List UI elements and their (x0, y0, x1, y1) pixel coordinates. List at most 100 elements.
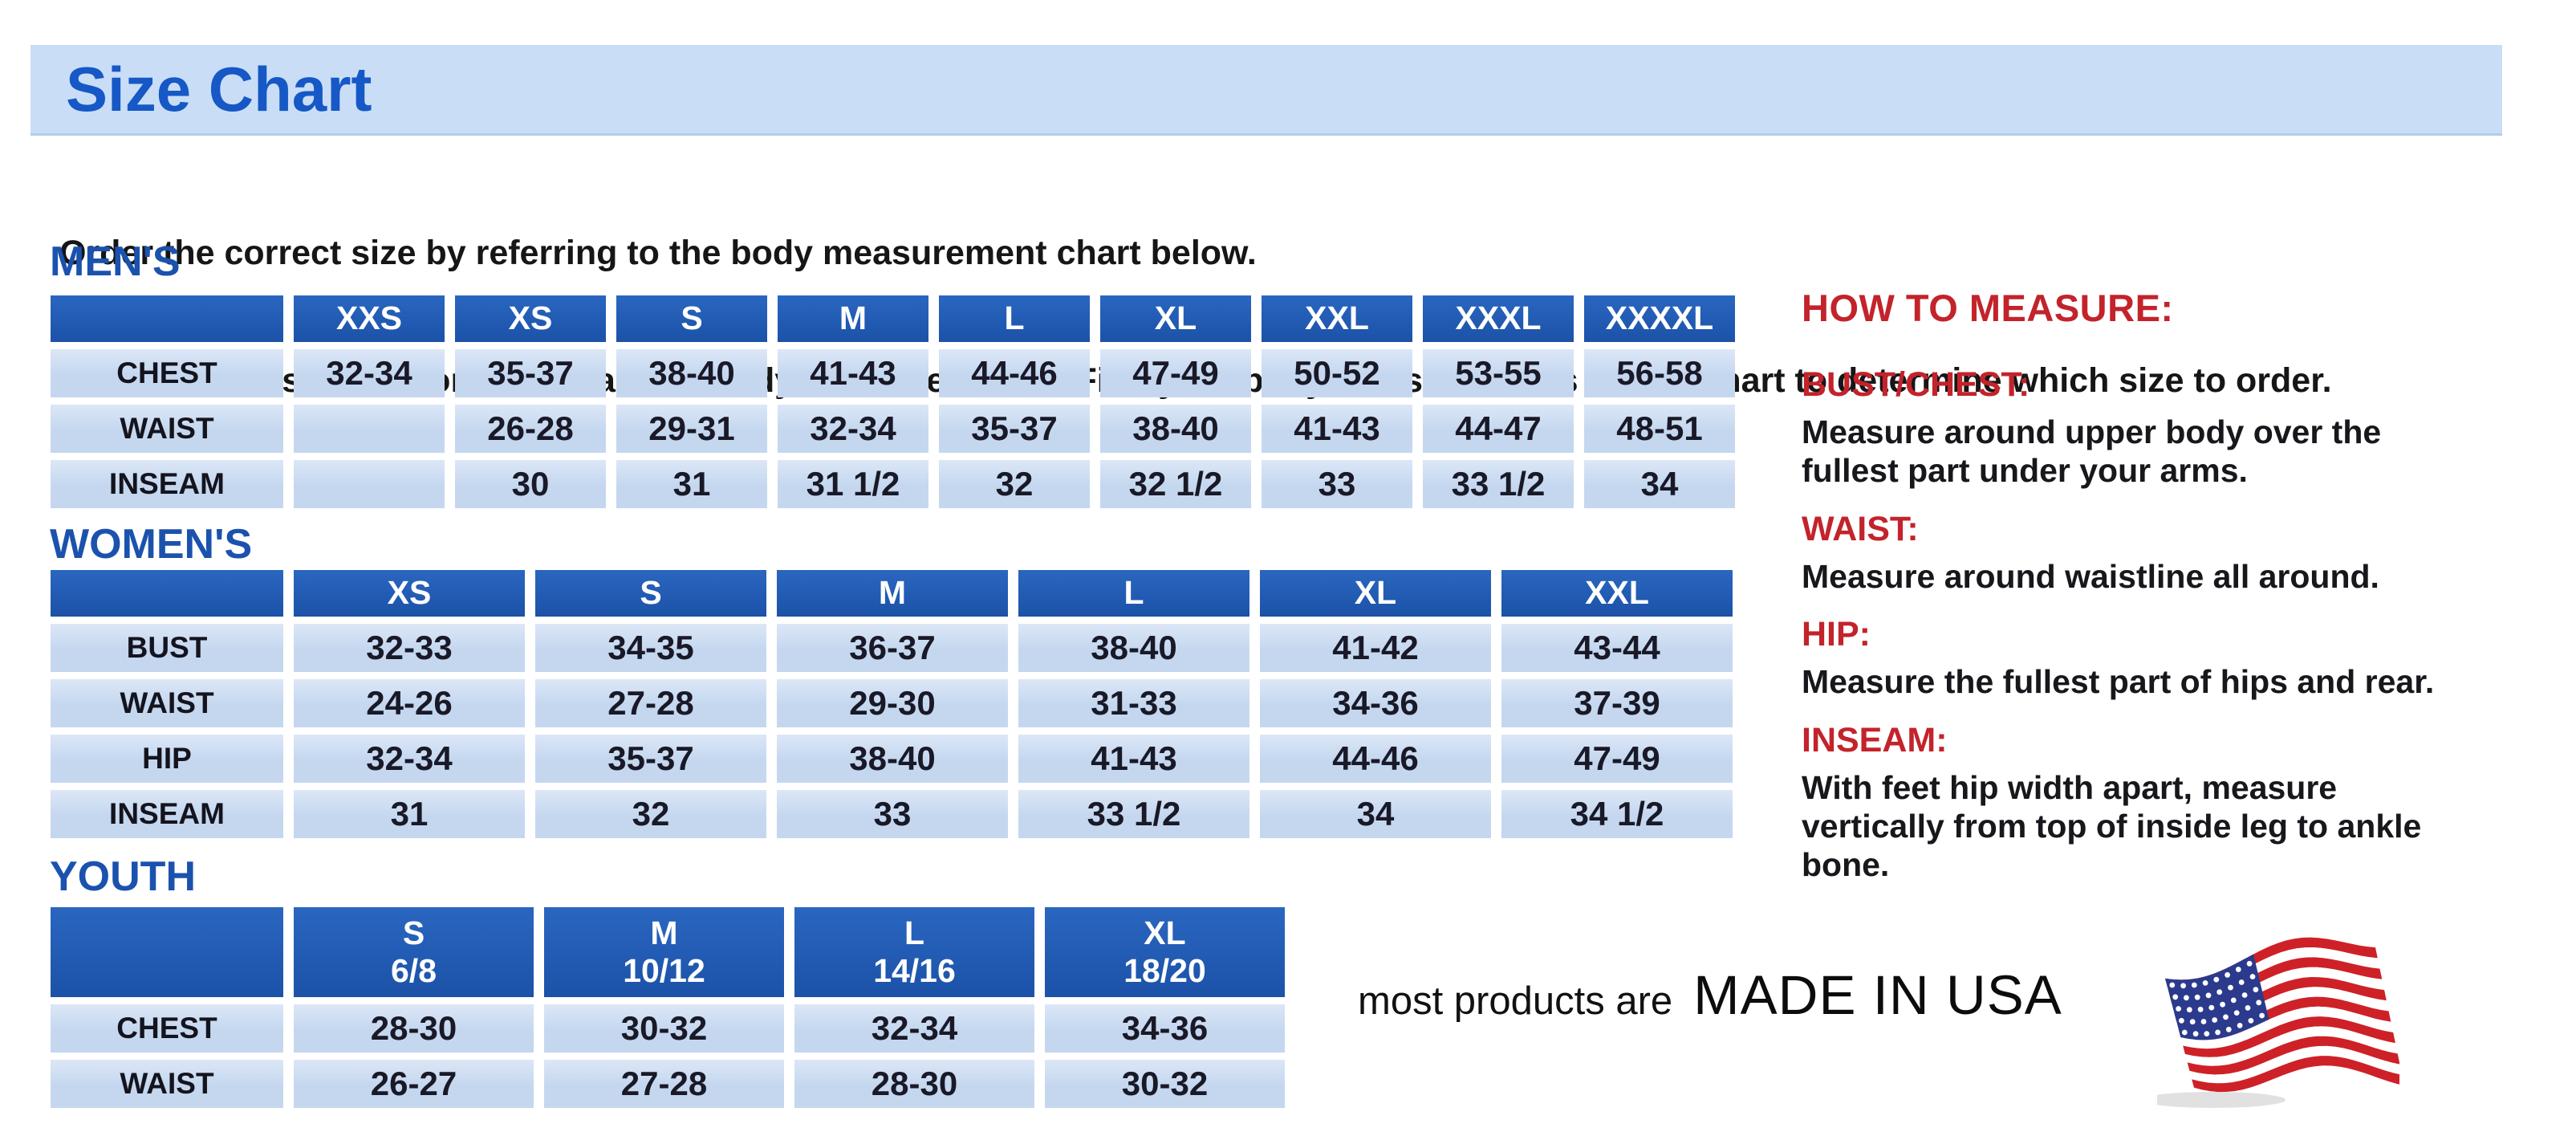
table-data-cell: 43-44 (1501, 624, 1733, 672)
table-data-cell: 31 1/2 (778, 460, 928, 508)
table-data-cell: 35-37 (455, 349, 606, 397)
table-data-cell: 38-40 (777, 735, 1008, 783)
table-data-cell: 26-27 (294, 1060, 534, 1108)
measure-item-label-inseam: INSEAM: (1802, 720, 1948, 759)
table-data-cell: 32-34 (294, 735, 525, 783)
table-header-cell: XXL (1501, 570, 1733, 617)
table-header-cell: XXXL (1423, 295, 1574, 342)
table-data-cell: 33 (777, 790, 1008, 838)
table-data-cell: 31 (294, 790, 525, 838)
table-data-cell: 48-51 (1584, 405, 1735, 453)
table-header-cell: M 10/12 (544, 907, 784, 997)
table-data-cell: 24-26 (294, 679, 525, 727)
table-data-cell: 32-34 (294, 349, 445, 397)
table-data-cell: 28-30 (794, 1060, 1034, 1108)
mens-size-table: XXS XS S M L XL XXL XXXL XXXXL CHEST 32-34 35-37 38-… (51, 295, 1735, 508)
row-label-cell: BUST (51, 624, 283, 672)
table-data-cell: 32-34 (778, 405, 928, 453)
table-header-cell: S 6/8 (294, 907, 534, 997)
table-data-cell: 47-49 (1100, 349, 1251, 397)
table-header-cell: XXS (294, 295, 445, 342)
table-data-cell: 31 (616, 460, 767, 508)
table-data-cell: 27-28 (535, 679, 766, 727)
table-data-cell: 30-32 (1045, 1060, 1285, 1108)
measure-item-label-bust: BUST/CHEST: (1802, 365, 2030, 404)
table-header-cell: XXL (1262, 295, 1412, 342)
table-data-cell: 33 (1262, 460, 1412, 508)
table-data-cell: 44-47 (1423, 405, 1574, 453)
table-data-cell: 56-58 (1584, 349, 1735, 397)
table-data-cell: 29-31 (616, 405, 767, 453)
intro-line-1: Order the correct size by referring to t… (59, 234, 1257, 272)
table-data-cell: 33 1/2 (1018, 790, 1249, 838)
measure-item-label-hip: HIP: (1802, 615, 1871, 654)
table-data-cell: 38-40 (616, 349, 767, 397)
table-data-cell: 27-28 (544, 1060, 784, 1108)
table-data-cell: 38-40 (1100, 405, 1251, 453)
table-data-cell: 34-36 (1045, 1004, 1285, 1053)
made-in-usa-text: MADE IN USA (1693, 964, 2062, 1026)
table-data-cell: 41-43 (1262, 405, 1412, 453)
measure-item-text-waist: Measure around waistline all around. (1802, 557, 2379, 595)
row-label-cell: WAIST (51, 679, 283, 727)
made-in-usa-prefix: most products are (1358, 979, 1673, 1023)
table-data-cell: 36-37 (777, 624, 1008, 672)
table-header-cell: L (939, 295, 1090, 342)
section-heading-youth: YOUTH (50, 853, 196, 900)
table-data-cell: 32 1/2 (1100, 460, 1251, 508)
table-header-cell: M (777, 570, 1008, 617)
table-data-cell: 31-33 (1018, 679, 1249, 727)
table-data-cell: 30-32 (544, 1004, 784, 1053)
table-header-cell: L 14/16 (794, 907, 1034, 997)
measure-item-text-inseam: With feet hip width apart, measure verti… (1802, 768, 2422, 884)
measure-item-label-waist: WAIST: (1802, 509, 1919, 548)
table-corner-cell (51, 570, 283, 617)
section-heading-womens: WOMEN'S (50, 521, 253, 568)
how-to-measure-section: HOW TO MEASURE: BUST/CHEST: Measure arou… (1802, 286, 2444, 894)
row-label-cell: INSEAM (51, 790, 283, 838)
table-data-cell: 35-37 (939, 405, 1090, 453)
table-data-cell: 41-42 (1260, 624, 1491, 672)
table-data-cell: 44-46 (939, 349, 1090, 397)
table-header-cell: S (616, 295, 767, 342)
table-data-cell: 34-36 (1260, 679, 1491, 727)
made-in-usa-line: most products are MADE IN USA (1358, 963, 2062, 1027)
row-label-cell: WAIST (51, 405, 283, 453)
table-header-cell: M (778, 295, 928, 342)
table-data-cell: 26-28 (455, 405, 606, 453)
row-label-cell: INSEAM (51, 460, 283, 508)
table-data-cell: 32-33 (294, 624, 525, 672)
row-label-cell: WAIST (51, 1060, 283, 1108)
how-to-measure-heading: HOW TO MEASURE: (1802, 287, 2174, 329)
table-data-cell: 32 (535, 790, 766, 838)
table-data-cell: 53-55 (1423, 349, 1574, 397)
table-data-cell: 32-34 (794, 1004, 1034, 1053)
table-header-cell: XL (1100, 295, 1251, 342)
table-data-cell: 34 (1584, 460, 1735, 508)
table-data-cell (294, 405, 445, 453)
title-band: Size Chart (30, 45, 2502, 136)
usa-flag-icon (2141, 920, 2404, 1113)
table-corner-cell (51, 295, 283, 342)
measure-item-text-bust: Measure around upper body over the fulle… (1802, 413, 2382, 490)
table-data-cell: 32 (939, 460, 1090, 508)
womens-size-table: XS S M L XL XXL BUST 32-33 34-35 36-37 38-40 41-42 4… (51, 570, 1733, 838)
table-data-cell: 28-30 (294, 1004, 534, 1053)
table-header-cell: XXXXL (1584, 295, 1735, 342)
row-label-cell: CHEST (51, 349, 283, 397)
table-header-cell: L (1018, 570, 1249, 617)
table-header-cell: XS (294, 570, 525, 617)
table-header-cell: XS (455, 295, 606, 342)
table-data-cell: 33 1/2 (1423, 460, 1574, 508)
table-data-cell: 41-43 (1018, 735, 1249, 783)
table-data-cell (294, 460, 445, 508)
table-data-cell: 34-35 (535, 624, 766, 672)
table-data-cell: 34 (1260, 790, 1491, 838)
row-label-cell: HIP (51, 735, 283, 783)
row-label-cell: CHEST (51, 1004, 283, 1053)
page-title: Size Chart (66, 53, 372, 124)
section-heading-mens: MEN'S (50, 238, 181, 285)
measure-item-text-hip: Measure the fullest part of hips and rea… (1802, 663, 2435, 701)
table-header-cell: XL (1260, 570, 1491, 617)
table-data-cell: 44-46 (1260, 735, 1491, 783)
